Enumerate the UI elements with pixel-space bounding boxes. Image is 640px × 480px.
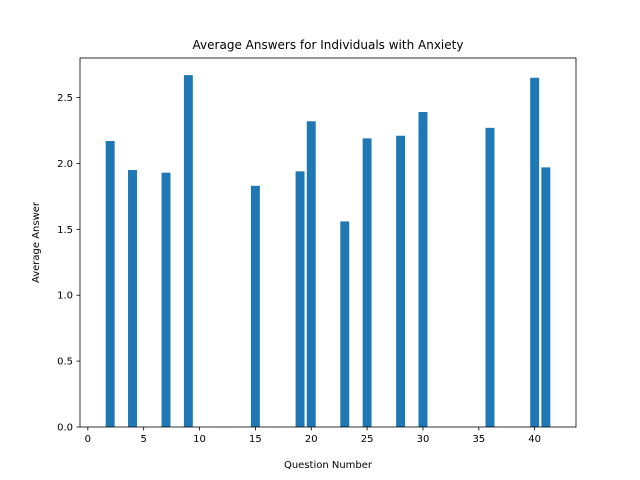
x-tick-label: 25 <box>361 434 374 445</box>
bar-q19 <box>295 171 305 427</box>
x-axis-title: Question Number <box>284 460 373 471</box>
plot-frame <box>79 57 577 428</box>
bar-q25 <box>362 138 372 427</box>
y-tick-label: 0.5 <box>57 357 73 368</box>
bars-group <box>105 75 551 428</box>
y-axis-title: Average Answer <box>31 201 42 283</box>
bar-q20 <box>306 121 316 427</box>
chart-title: Average Answers for Individuals with Anx… <box>193 38 464 52</box>
y-tick-label: 1.0 <box>57 291 73 302</box>
bar-q36 <box>485 127 495 427</box>
bar-q15 <box>250 185 260 427</box>
y-tick-label: 1.5 <box>57 225 73 236</box>
bar-q4 <box>128 170 137 427</box>
bar-q9 <box>183 75 193 427</box>
x-tick-label: 35 <box>472 434 485 445</box>
bar-q2 <box>105 141 115 427</box>
x-tick-label: 30 <box>417 434 430 445</box>
bar-q30 <box>418 112 428 427</box>
bar-q7 <box>161 172 171 427</box>
y-axis-ticks: 0.0 0.5 1.0 1.5 2.0 2.5 <box>57 93 80 434</box>
y-tick-label: 2.5 <box>57 93 73 104</box>
x-tick-label: 40 <box>528 434 541 445</box>
x-tick-label: 0 <box>85 434 91 445</box>
bar-q28 <box>396 135 406 427</box>
y-tick-label: 2.0 <box>57 159 73 170</box>
bar-q23 <box>340 221 350 427</box>
x-tick-label: 20 <box>305 434 318 445</box>
x-tick-label: 5 <box>140 434 146 445</box>
x-tick-label: 10 <box>193 434 206 445</box>
y-tick-label: 0.0 <box>57 423 73 434</box>
x-tick-label: 15 <box>249 434 262 445</box>
x-axis-ticks: 0 5 10 15 20 25 30 35 40 <box>85 427 541 445</box>
bar-q40 <box>530 77 540 428</box>
bar-q41 <box>541 167 551 427</box>
